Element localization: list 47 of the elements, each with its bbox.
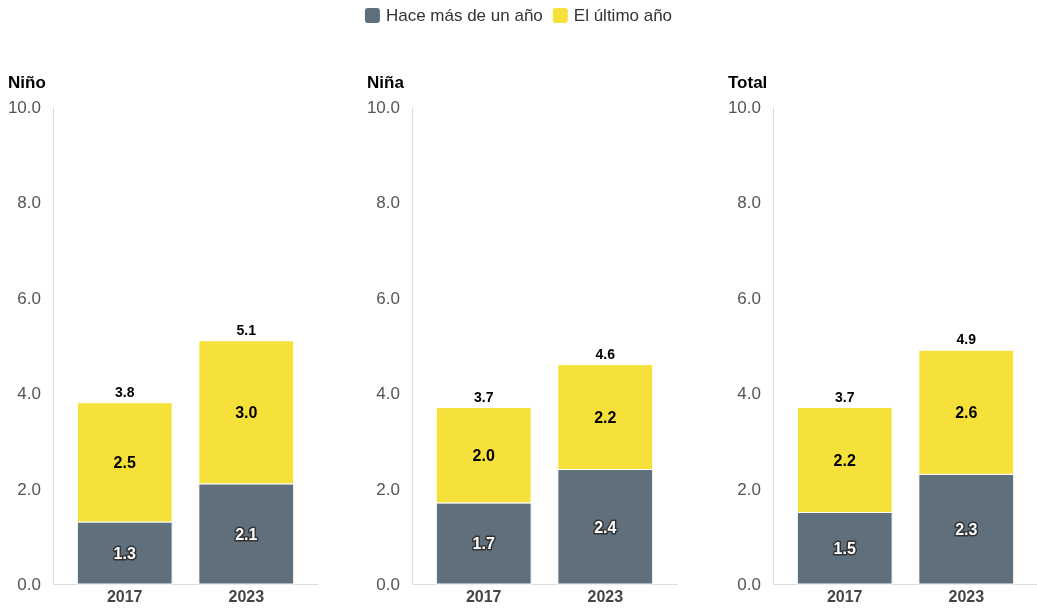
y-tick-label: 6.0 [17, 288, 41, 308]
y-tick-label: 10.0 [727, 97, 761, 117]
data-label: 1.3 [113, 544, 136, 562]
x-tick-label: 2017 [106, 588, 143, 606]
y-tick-label: 2.0 [737, 479, 761, 499]
y-tick-label: 6.0 [737, 288, 761, 308]
y-tick-label: 2.0 [17, 479, 41, 499]
y-tick-label: 6.0 [376, 288, 400, 308]
chart-title: Niña [367, 73, 405, 92]
total-label: 5.1 [236, 321, 257, 338]
y-tick-label: 0.0 [17, 574, 41, 594]
x-tick-label: 2023 [948, 588, 985, 606]
y-tick-label: 4.0 [376, 384, 400, 404]
y-tick-label: 4.0 [737, 384, 761, 404]
y-tick-label: 0.0 [376, 574, 400, 594]
data-label: 2.3 [955, 521, 978, 539]
total-label: 3.7 [473, 388, 494, 405]
data-label: 2.2 [594, 409, 617, 427]
chart-title: Niño [8, 73, 46, 92]
data-label: 2.0 [472, 447, 495, 465]
y-tick-label: 8.0 [17, 193, 41, 213]
x-tick-label: 2017 [465, 588, 502, 606]
data-label: 3.0 [235, 404, 258, 422]
total-label: 3.8 [114, 383, 135, 400]
data-label: 2.1 [235, 525, 258, 543]
legend-label: Hace más de un año [385, 6, 543, 25]
x-tick-label: 2017 [826, 588, 863, 606]
x-tick-label: 2023 [228, 588, 265, 606]
y-tick-label: 0.0 [737, 574, 761, 594]
data-label: 2.2 [833, 451, 856, 469]
data-label: 1.7 [472, 535, 495, 553]
y-tick-label: 8.0 [376, 193, 400, 213]
data-label: 2.4 [594, 518, 617, 536]
legend-label: El último año [573, 6, 673, 25]
y-tick-label: 4.0 [17, 384, 41, 404]
y-tick-label: 8.0 [737, 193, 761, 213]
total-label: 3.7 [834, 388, 855, 405]
total-label: 4.6 [595, 345, 616, 362]
chart-title: Total [728, 73, 768, 92]
total-label: 4.9 [956, 331, 977, 348]
data-label: 2.5 [113, 454, 136, 472]
data-label: 2.6 [955, 404, 978, 422]
x-tick-label: 2023 [587, 588, 624, 606]
y-tick-label: 10.0 [7, 97, 41, 117]
y-tick-label: 2.0 [376, 479, 400, 499]
y-tick-label: 10.0 [366, 97, 400, 117]
data-label: 1.5 [833, 540, 856, 558]
